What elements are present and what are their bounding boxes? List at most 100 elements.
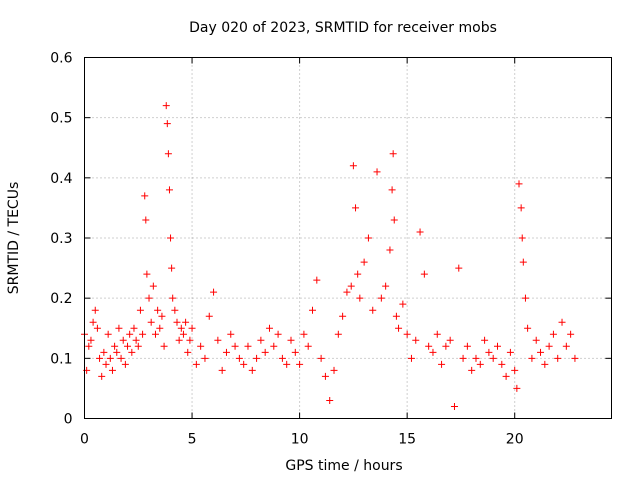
data-point	[104, 330, 112, 338]
y-tick-label: 0.2	[50, 291, 72, 307]
data-point	[164, 150, 172, 158]
data-point	[141, 192, 149, 200]
data-point	[278, 354, 286, 362]
y-tick-label: 0.6	[50, 51, 72, 67]
data-point	[156, 324, 164, 332]
x-tick-label: 20	[506, 432, 524, 448]
chart-title: Day 020 of 2023, SRMTID for receiver mob…	[189, 20, 497, 36]
data-point	[175, 336, 183, 344]
plot-frame	[84, 57, 612, 419]
data-point	[388, 186, 396, 194]
data-point	[106, 354, 114, 362]
data-point	[210, 288, 218, 296]
data-point	[121, 360, 129, 368]
x-axis-label: GPS time / hours	[285, 458, 402, 474]
data-point	[162, 102, 170, 110]
data-point	[502, 372, 510, 380]
data-point	[403, 330, 411, 338]
data-point	[177, 324, 185, 332]
data-point	[389, 150, 397, 158]
x-tick-label: 10	[291, 432, 309, 448]
data-point	[455, 264, 463, 272]
x-tick-label: 0	[80, 432, 89, 448]
data-point	[390, 216, 398, 224]
data-point	[179, 330, 187, 338]
data-point	[186, 336, 194, 344]
data-point	[309, 306, 317, 314]
grid	[84, 57, 612, 419]
data-point	[197, 342, 205, 350]
data-point	[468, 366, 476, 374]
data-point	[160, 342, 168, 350]
data-point	[528, 354, 536, 362]
data-point	[521, 294, 529, 302]
data-point	[287, 336, 295, 344]
data-point	[395, 324, 403, 332]
data-point	[399, 300, 407, 308]
data-point	[506, 348, 514, 356]
data-point	[113, 348, 121, 356]
data-point	[537, 348, 545, 356]
data-point	[442, 342, 450, 350]
data-point	[222, 348, 230, 356]
data-point	[244, 342, 252, 350]
data-point	[518, 234, 526, 242]
data-point	[407, 354, 415, 362]
y-tick-label: 0	[64, 412, 73, 428]
data-point	[182, 318, 190, 326]
data-point	[459, 354, 467, 362]
data-point	[165, 186, 173, 194]
data-point	[450, 402, 458, 410]
data-point	[300, 330, 308, 338]
data-point	[248, 366, 256, 374]
data-point	[91, 306, 99, 314]
data-point	[511, 366, 519, 374]
data-point	[108, 366, 116, 374]
data-point	[274, 330, 282, 338]
data-point	[235, 354, 243, 362]
data-point	[343, 288, 351, 296]
data-point	[154, 306, 162, 314]
data-point	[142, 216, 150, 224]
data-point	[562, 342, 570, 350]
data-point	[214, 336, 222, 344]
data-point	[571, 354, 579, 362]
tick-labels: 0 5 10 15 20 0 0.1 0.2 0.3 0.4 0.5 0.6	[50, 51, 523, 448]
data-point	[532, 336, 540, 344]
data-point	[517, 204, 525, 212]
data-point	[89, 318, 97, 326]
data-point	[481, 336, 489, 344]
data-point	[201, 354, 209, 362]
data-point	[111, 342, 119, 350]
data-point	[158, 312, 166, 320]
data-point	[130, 324, 138, 332]
data-point	[100, 348, 108, 356]
data-point	[513, 384, 521, 392]
y-tick-label: 0.3	[50, 231, 72, 247]
data-point	[93, 324, 101, 332]
data-point	[541, 360, 549, 368]
data-point	[169, 294, 177, 302]
data-point	[330, 366, 338, 374]
data-point	[126, 330, 134, 338]
data-point	[257, 336, 265, 344]
data-point	[163, 120, 171, 128]
data-point	[188, 324, 196, 332]
y-tick-label: 0.4	[50, 171, 72, 187]
data-point	[321, 372, 329, 380]
data-point	[498, 360, 506, 368]
data-point	[261, 348, 269, 356]
data-point	[184, 348, 192, 356]
data-point	[356, 294, 364, 302]
data-point	[326, 396, 334, 404]
data-point	[270, 342, 278, 350]
data-point	[128, 348, 136, 356]
data-point	[360, 258, 368, 266]
data-point	[291, 348, 299, 356]
y-tick-label: 0.1	[50, 351, 72, 367]
data-point	[472, 354, 480, 362]
data-point	[96, 354, 104, 362]
data-point	[446, 336, 454, 344]
data-point	[117, 354, 125, 362]
